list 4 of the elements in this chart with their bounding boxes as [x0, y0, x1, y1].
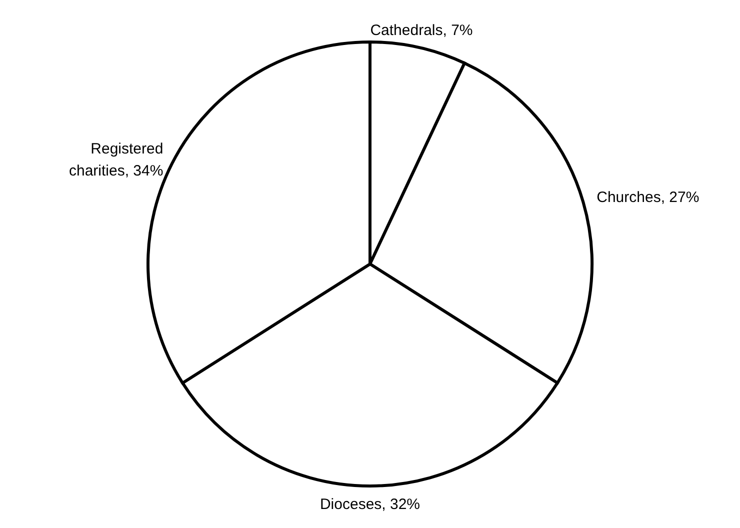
- slice-label: Dioceses, 32%: [320, 496, 420, 513]
- slice-label: Registered charities, 34%: [68, 140, 164, 180]
- slice-label: Cathedrals, 7%: [370, 22, 473, 39]
- slice-label: Churches, 27%: [596, 189, 700, 206]
